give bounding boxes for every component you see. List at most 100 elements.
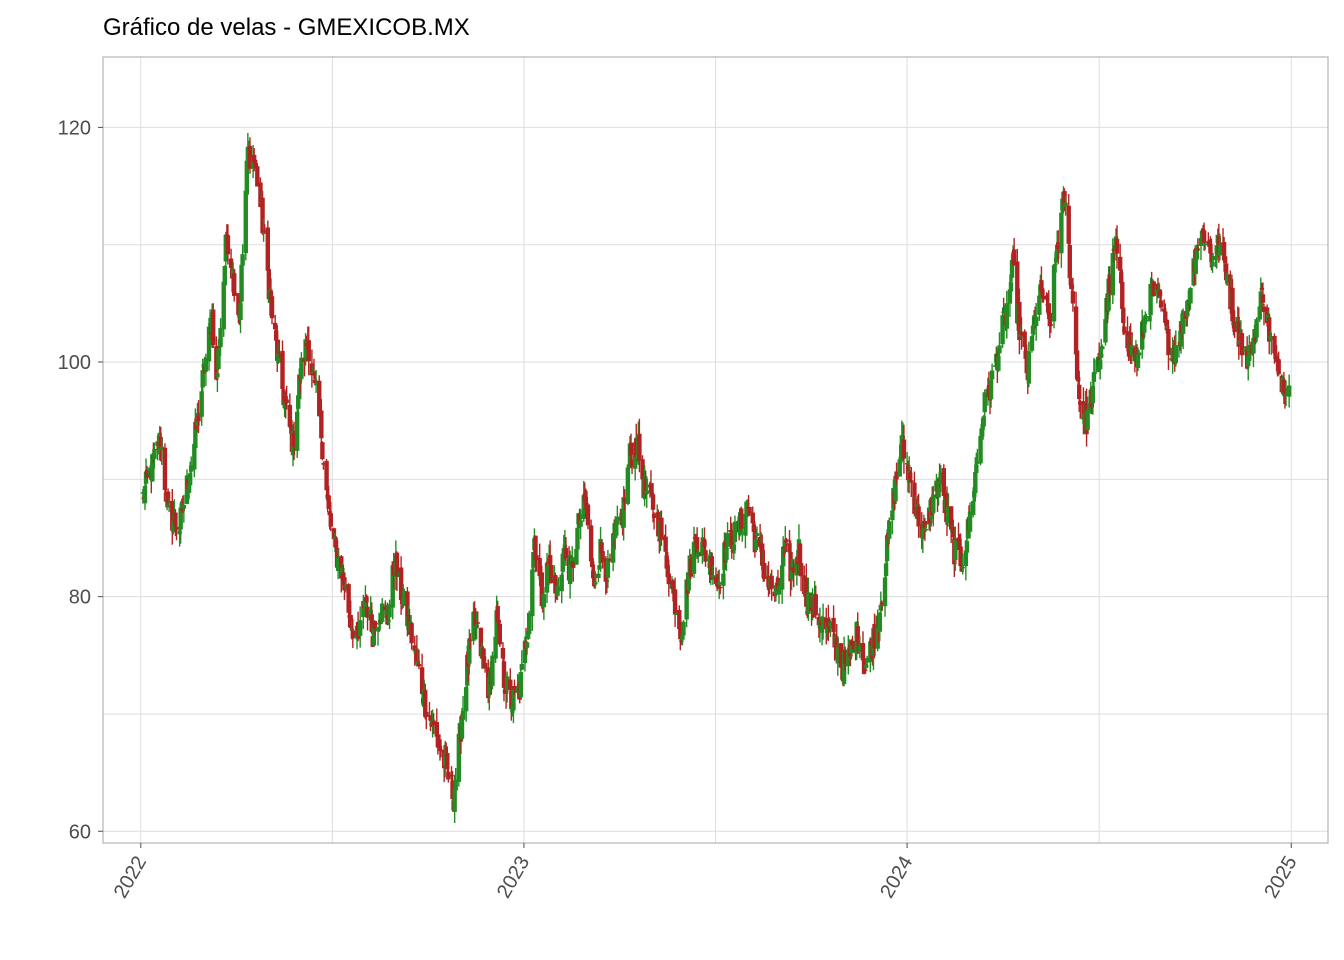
- candle-body-up: [680, 635, 685, 640]
- candle-body-down: [547, 554, 553, 565]
- candle-body-up: [1154, 285, 1160, 294]
- candle-body-up: [978, 435, 983, 464]
- candle-body-down: [480, 648, 486, 658]
- candle-body-up: [1092, 372, 1098, 374]
- candle-body-down: [577, 514, 582, 526]
- candle-body-down: [1272, 335, 1277, 354]
- candle-body-up: [1147, 316, 1152, 322]
- candle-body-up: [593, 582, 598, 585]
- candle-body-down: [1046, 303, 1051, 315]
- candle-body-down: [659, 517, 664, 539]
- candle-body-down: [260, 197, 265, 234]
- candle-body-down: [275, 339, 280, 361]
- candle-body-up: [1098, 360, 1103, 370]
- candle-body-up: [494, 610, 499, 637]
- candle-body-up: [745, 503, 750, 505]
- candle-body-down: [478, 627, 484, 657]
- candle-body-up: [960, 566, 965, 569]
- y-tick-label: 80: [69, 587, 91, 609]
- candle-body-down: [688, 559, 694, 577]
- candle-body-down: [1015, 261, 1020, 324]
- candle-body-up: [820, 616, 826, 629]
- candle-body-down: [862, 669, 868, 671]
- candle-body-down: [1121, 307, 1126, 324]
- candle-body-up: [159, 446, 164, 450]
- candle-body-down: [1107, 274, 1112, 294]
- candle-body-down: [1077, 384, 1082, 400]
- candle-body-up: [1009, 259, 1015, 278]
- candle-body-down: [1155, 283, 1161, 290]
- candle-body-down: [247, 145, 253, 169]
- candle-body-up: [1257, 306, 1262, 320]
- candle-body-down: [495, 606, 500, 622]
- candle-body-down: [537, 558, 542, 577]
- candle-body-up: [981, 416, 986, 427]
- candle-body-up: [171, 520, 176, 533]
- candle-body-down: [657, 539, 662, 542]
- candle-body-up: [691, 541, 697, 574]
- candle-body-down: [328, 513, 333, 527]
- candle-body-up: [1213, 255, 1218, 261]
- candle-body-down: [319, 410, 324, 439]
- candle-body-up: [972, 491, 977, 498]
- candle-body-down: [233, 292, 238, 295]
- x-tick-label: 2022: [110, 853, 151, 903]
- candle-body-down: [850, 640, 855, 647]
- candle-body-up: [1185, 300, 1190, 317]
- candle-body-up: [882, 577, 888, 607]
- candle-body-up: [1188, 288, 1193, 304]
- candle-body-up: [150, 454, 155, 482]
- candle-body-down: [677, 609, 682, 630]
- candle-body-up: [1037, 295, 1042, 315]
- candle-body-down: [1122, 326, 1127, 333]
- candle-body-down: [1011, 249, 1017, 266]
- candle-body-down: [728, 529, 733, 533]
- candle-body-down: [762, 562, 767, 580]
- candle-body-down: [258, 182, 263, 207]
- candle-body-down: [769, 575, 774, 589]
- candle-body-down: [791, 567, 796, 573]
- candle-body-down: [860, 643, 866, 661]
- candle-body-up: [522, 640, 528, 664]
- candle-body-down: [287, 404, 293, 427]
- candle-body-up: [835, 647, 840, 664]
- candle-body-down: [1117, 256, 1123, 271]
- candle-body-up: [783, 540, 788, 546]
- candle-body-up: [1059, 212, 1064, 254]
- candle-body-up: [178, 507, 183, 530]
- candle-body-down: [320, 442, 325, 460]
- candle-body-down: [225, 235, 231, 255]
- candle-body-down: [1041, 295, 1046, 299]
- candle-body-up: [1242, 349, 1248, 352]
- candle-body-down: [144, 469, 150, 478]
- candle-body-up: [938, 472, 943, 485]
- candle-body-down: [501, 661, 507, 688]
- candle-body-up: [900, 436, 906, 439]
- candle-body-up: [574, 548, 579, 565]
- candle-body-up: [1000, 315, 1005, 345]
- candle-body-up: [1283, 394, 1289, 396]
- candle-body-down: [1208, 244, 1213, 254]
- candle-body-up: [790, 563, 795, 568]
- candle-body-down: [1223, 263, 1229, 281]
- candle-body-down: [622, 497, 627, 503]
- candle-body-up: [467, 639, 472, 664]
- candle-body-down: [592, 573, 597, 587]
- candle-body-up: [530, 569, 535, 617]
- candle-body-up: [452, 789, 457, 812]
- candle-body-down: [679, 640, 684, 642]
- candle-body-down: [534, 555, 539, 561]
- candle-body-down: [346, 584, 351, 613]
- candle-body-down: [165, 491, 171, 504]
- candle-body-up: [794, 557, 800, 576]
- candle-body-down: [1022, 331, 1027, 347]
- candle-body-down: [173, 512, 178, 527]
- candle-body-up: [878, 604, 884, 611]
- candle-body-up: [695, 552, 701, 557]
- candle-body-down: [481, 656, 487, 662]
- candle-body-up: [313, 383, 319, 386]
- candle-body-up: [363, 597, 368, 614]
- candle-body-up: [1018, 333, 1023, 337]
- candle-body-down: [879, 602, 885, 605]
- candle-body-up: [152, 448, 157, 459]
